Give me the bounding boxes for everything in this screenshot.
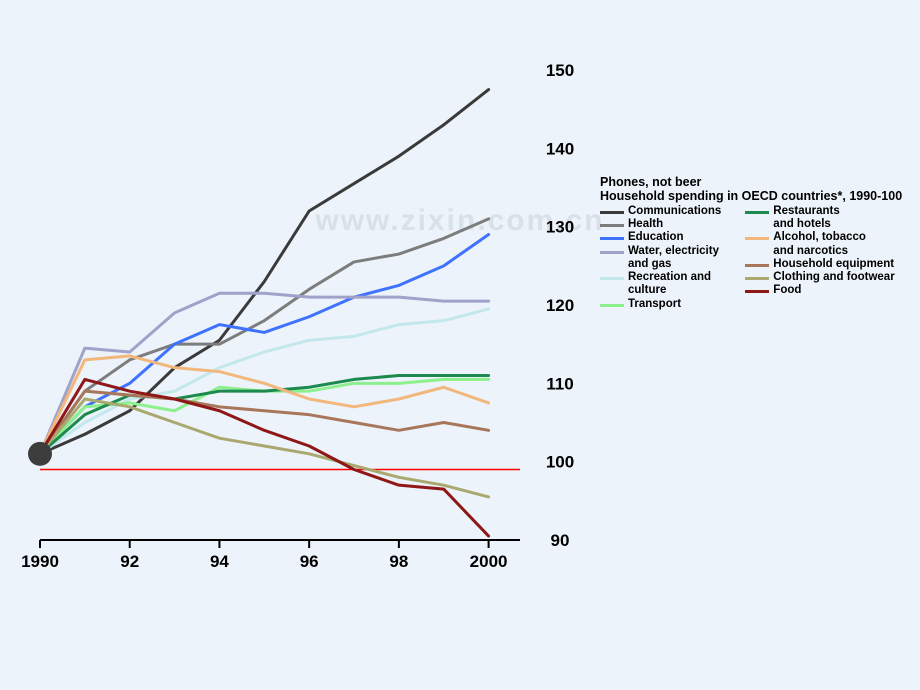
legend-label: Communications: [628, 205, 721, 218]
legend-label: Alcohol, tobacco and narcotics: [773, 231, 866, 257]
legend-label: Clothing and footwear: [773, 271, 894, 284]
legend-swatch: [745, 277, 769, 280]
legend-column-1: CommunicationsHealthEducationWater, elec…: [600, 205, 721, 311]
legend-label: Transport: [628, 298, 681, 311]
x-tick-label: 2000: [470, 552, 508, 571]
legend-label: Health: [628, 218, 663, 231]
y-tick-label: 90: [551, 531, 570, 550]
x-tick-label: 98: [389, 552, 408, 571]
legend-item-health: Health: [600, 218, 721, 231]
legend-label: Restaurants and hotels: [773, 205, 839, 231]
x-tick-label: 96: [300, 552, 319, 571]
x-tick-label: 1990: [21, 552, 59, 571]
x-tick-label: 94: [210, 552, 229, 571]
legend-item-clothing: Clothing and footwear: [745, 271, 894, 284]
legend-swatch: [745, 290, 769, 293]
y-tick-label: 100: [546, 453, 574, 472]
legend-item-food: Food: [745, 284, 894, 297]
y-tick-label: 120: [546, 296, 574, 315]
legend-label: Household equipment: [773, 258, 894, 271]
legend-label: Food: [773, 284, 801, 297]
series-restaurants: [40, 376, 489, 454]
legend-label: Recreation and culture: [628, 271, 711, 297]
legend-item-communications: Communications: [600, 205, 721, 218]
chart-svg: www.zixin.com.cn199092949698200090100110…: [0, 0, 920, 690]
y-tick-label: 140: [546, 139, 574, 158]
legend-swatch: [600, 251, 624, 254]
y-tick-label: 130: [546, 218, 574, 237]
legend-swatch: [745, 237, 769, 240]
y-tick-label: 110: [546, 374, 573, 393]
legend-swatch: [600, 211, 624, 214]
legend-item-water: Water, electricity and gas: [600, 245, 721, 271]
series-communications: [40, 90, 489, 454]
series-clothing: [40, 399, 489, 497]
legend-label: Education: [628, 231, 684, 244]
legend-item-transport: Transport: [600, 298, 721, 311]
legend-swatch: [600, 224, 624, 227]
legend-item-education: Education: [600, 231, 721, 244]
origin-marker: [28, 442, 52, 466]
x-tick-label: 92: [120, 552, 139, 571]
legend-swatch: [600, 304, 624, 307]
series-health: [40, 219, 489, 454]
legend-title-2: Household spending in OECD countries*, 1…: [600, 189, 902, 203]
legend-item-household_eq: Household equipment: [745, 258, 894, 271]
legend-column-2: Restaurants and hotelsAlcohol, tobacco a…: [745, 205, 894, 311]
legend-swatch: [600, 277, 624, 280]
legend-swatch: [600, 237, 624, 240]
legend-swatch: [745, 264, 769, 267]
chart-legend: Phones, not beer Household spending in O…: [600, 175, 902, 311]
legend-item-alcohol: Alcohol, tobacco and narcotics: [745, 231, 894, 257]
legend-item-recreation: Recreation and culture: [600, 271, 721, 297]
legend-title-1: Phones, not beer: [600, 175, 902, 189]
legend-label: Water, electricity and gas: [628, 245, 719, 271]
legend-swatch: [745, 211, 769, 214]
legend-item-restaurants: Restaurants and hotels: [745, 205, 894, 231]
y-tick-label: 150: [546, 61, 574, 80]
